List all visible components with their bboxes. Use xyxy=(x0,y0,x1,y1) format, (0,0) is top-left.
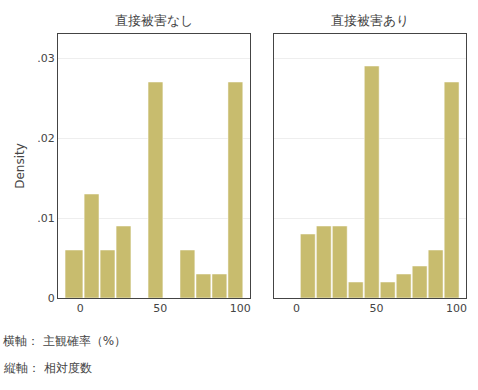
svg-text:.01: .01 xyxy=(37,212,55,225)
svg-text:50: 50 xyxy=(153,302,167,315)
svg-text:横軸： 主観確率（%）: 横軸： 主観確率（%） xyxy=(3,334,126,348)
svg-text:Density: Density xyxy=(13,143,27,189)
svg-text:0: 0 xyxy=(77,302,84,315)
svg-text:直接被害あり: 直接被害あり xyxy=(331,13,409,28)
svg-text:100: 100 xyxy=(230,302,251,315)
svg-text:.02: .02 xyxy=(37,132,55,145)
svg-text:100: 100 xyxy=(446,302,467,315)
svg-text:縦軸： 相対度数: 縦軸： 相対度数 xyxy=(3,361,92,375)
svg-text:50: 50 xyxy=(370,302,384,315)
svg-text:0: 0 xyxy=(48,292,55,305)
svg-text:.03: .03 xyxy=(37,52,55,65)
svg-text:0: 0 xyxy=(293,302,300,315)
svg-text:直接被害なし: 直接被害なし xyxy=(115,13,193,28)
